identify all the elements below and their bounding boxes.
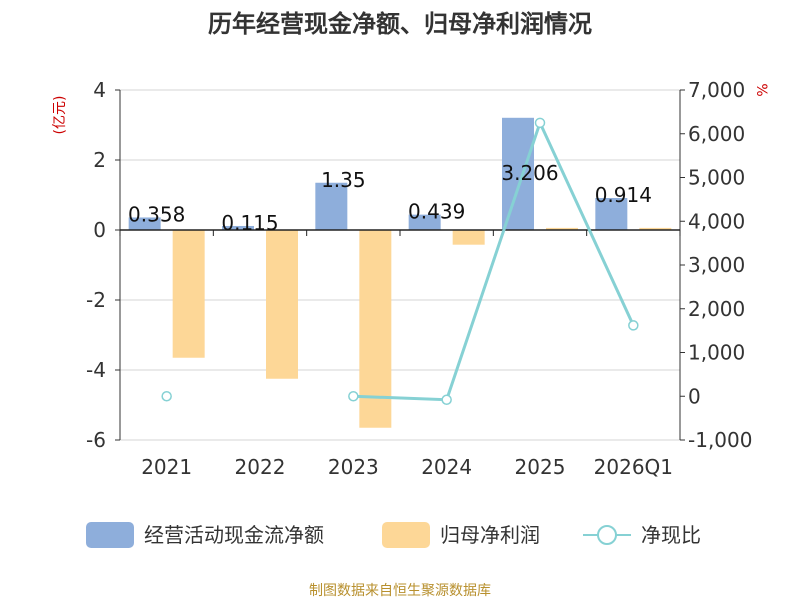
right-tick-label: 6,000 — [688, 122, 745, 146]
right-tick-label: -1,000 — [688, 428, 752, 452]
category-label: 2026Q1 — [594, 455, 673, 479]
chart-title: 历年经营现金净额、归母净利润情况 — [208, 10, 592, 38]
net-profit-bar — [546, 227, 578, 230]
footer-source: 制图数据来自恒生聚源数据库 — [309, 583, 491, 599]
net-profit-bar — [639, 227, 672, 230]
right-tick-label: 7,000 — [688, 78, 745, 102]
left-axis-label: (亿元) — [52, 96, 68, 135]
cashflow-data-label: 1.35 — [321, 168, 366, 192]
left-tick-label: -6 — [86, 428, 106, 452]
cashflow-data-label: 3.206 — [501, 161, 558, 185]
cashflow-bar — [502, 117, 534, 230]
cashflow-data-label: 0.914 — [595, 183, 652, 207]
cashflow-data-label: 0.115 — [221, 211, 278, 235]
category-label: 2025 — [515, 455, 566, 479]
right-tick-label: 0 — [688, 384, 701, 408]
ratio-point — [441, 394, 452, 405]
legend-swatch-net-profit — [382, 522, 430, 548]
legend-label-ratio: 净现比 — [641, 523, 701, 547]
category-label: 2021 — [141, 455, 192, 479]
right-tick-label: 4,000 — [688, 209, 745, 233]
ratio-point — [628, 320, 639, 331]
category-label: 2024 — [421, 455, 472, 479]
left-tick-label: -4 — [86, 358, 106, 382]
cashflow-data-label: 0.439 — [408, 200, 465, 224]
legend-label-net-profit: 归母净利润 — [440, 523, 540, 547]
ratio-line — [353, 118, 635, 402]
legend-label-cashflow: 经营活动现金流净额 — [144, 523, 324, 547]
ratio-point — [161, 391, 172, 402]
cashflow-bar — [408, 214, 441, 230]
category-label: 2022 — [235, 455, 286, 479]
legend-swatch-cashflow — [86, 522, 134, 548]
cashflow-bar — [222, 225, 254, 230]
cashflow-bar — [315, 182, 348, 230]
left-tick-label: -2 — [86, 288, 106, 312]
cashflow-data-label: 0.358 — [128, 202, 185, 226]
net-profit-bar — [452, 230, 485, 245]
net-profit-bar — [172, 230, 205, 358]
right-tick-label: 1,000 — [688, 341, 745, 365]
cashflow-bar — [128, 217, 161, 230]
right-axis-label: % — [753, 83, 769, 96]
right-tick-label: 2,000 — [688, 297, 745, 321]
left-tick-label: 2 — [93, 148, 106, 172]
ratio-point — [534, 117, 546, 129]
legend-marker-ratio — [597, 525, 617, 545]
right-tick-label: 5,000 — [688, 166, 745, 190]
left-tick-label: 0 — [93, 218, 106, 242]
cashflow-bar — [595, 198, 628, 230]
net-profit-bar — [359, 230, 392, 428]
left-tick-label: 4 — [93, 78, 106, 102]
right-tick-label: 3,000 — [688, 253, 745, 277]
category-label: 2023 — [328, 455, 379, 479]
ratio-point — [348, 391, 359, 402]
net-profit-bar — [266, 230, 298, 379]
